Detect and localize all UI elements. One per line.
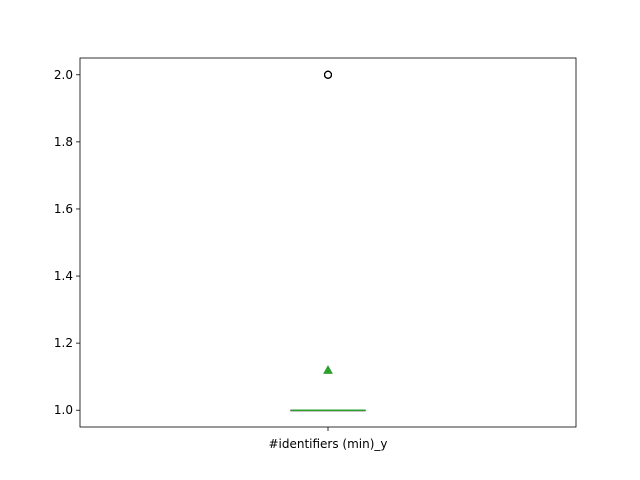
outlier-point	[324, 70, 332, 79]
y-tick-label: 1.8	[54, 135, 73, 149]
x-tick-label: #identifiers (min)_y	[268, 437, 387, 451]
y-tick-label: 1.2	[54, 336, 73, 350]
box-marks	[290, 70, 366, 412]
y-tick-label: 2.0	[54, 68, 73, 82]
y-tick-label: 1.0	[54, 403, 73, 417]
y-axis: 1.0 1.2 1.4 1.6 1.8 2.0	[54, 68, 80, 417]
y-tick-label: 1.4	[54, 269, 73, 283]
mean-marker	[323, 364, 333, 374]
y-tick-label: 1.6	[54, 202, 73, 216]
plot-frame	[79, 57, 577, 428]
x-axis: #identifiers (min)_y	[268, 427, 388, 451]
